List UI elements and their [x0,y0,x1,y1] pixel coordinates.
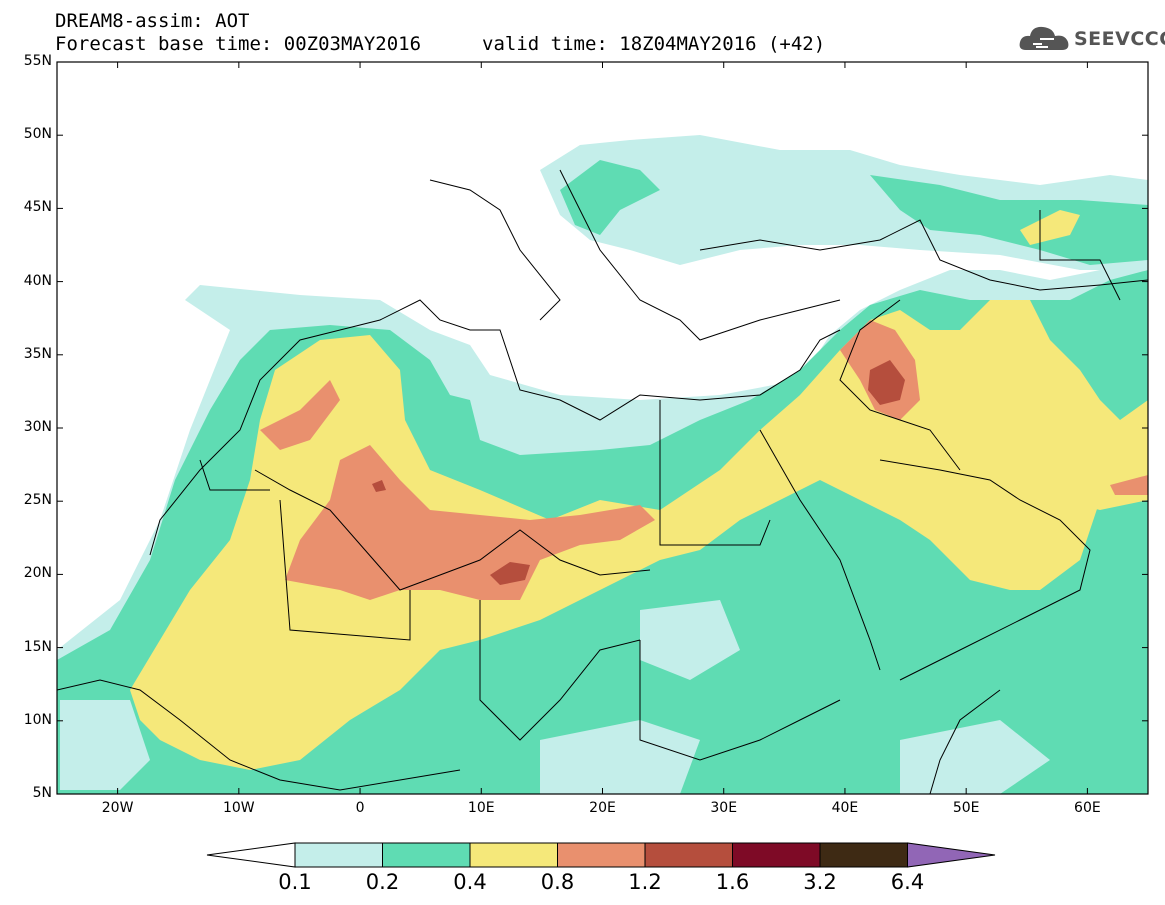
lon-label: 30E [710,800,738,816]
colorbar-label: 6.4 [890,870,925,894]
seevccc-logo: SEEVCCC [1018,22,1165,56]
axis-ticks [57,61,1148,795]
lat-label: 55N [23,53,52,69]
colorbar-label: 1.2 [628,870,662,894]
cloud-icon [1019,26,1069,50]
lat-label: 25N [23,492,52,509]
aot-contour-1.2 [490,562,530,585]
colorbar-segment [469,842,558,868]
colorbar-label: 1.6 [715,870,750,894]
aot-contour-0.8-oman [1110,475,1148,495]
colorbar [206,842,996,868]
colorbar-label: 0.4 [453,870,487,894]
aot-contour-0.4-ne [1020,210,1080,245]
lat-label: 20N [23,565,52,582]
lat-label: 50N [23,126,52,143]
aot-field [57,62,1148,794]
lat-label: 10N [23,711,52,728]
aot-contour-0.2-north [560,160,660,235]
colorbar-segment [206,842,296,868]
aot-contour-0.8-west [260,380,340,450]
colorbar-segment [382,842,471,868]
lon-label: 60E [1074,800,1101,816]
lon-label: 50E [952,800,980,816]
map-title: DREAM8-assim: AOT [55,10,250,32]
coastlines [57,169,1148,794]
lon-label: 20W [101,800,134,816]
aot-contour-0.2-ne [870,175,1148,265]
lon-label: 0 [355,800,365,816]
aot-contour-1.2-sahara [372,480,386,492]
lat-label: 5N [32,785,52,801]
lat-label: 15N [23,638,52,655]
lon-label: 40E [831,800,859,816]
colorbar-label: 0.8 [540,870,575,894]
valid-time: valid time: 18Z04MAY2016 (+42) [482,33,826,55]
colorbar-segment [732,842,821,868]
colorbar-segment [644,842,733,868]
colorbar-label: 0.2 [365,870,400,894]
colorbar-label: 3.2 [803,870,837,894]
lat-label: 30N [23,419,52,435]
lat-label: 40N [23,272,52,289]
lat-label: 45N [23,199,52,216]
colorbar-segment [294,842,383,868]
colorbar-segment [557,842,646,868]
lon-label: 20E [589,800,616,816]
aot-contour-1.2-iraq [868,360,905,405]
colorbar-segment [819,842,908,868]
logo-text: SEEVCCC [1074,28,1165,50]
lon-label: 10E [467,800,495,816]
colorbar-segment [907,842,996,868]
forecast-base-time: Forecast base time: 00Z03MAY2016 [55,33,422,55]
lon-label: 10W [222,800,255,816]
colorbar-label: 0.1 [278,870,312,894]
aot-contour-0.4-gulf [1060,470,1148,510]
lat-label: 35N [23,345,52,362]
